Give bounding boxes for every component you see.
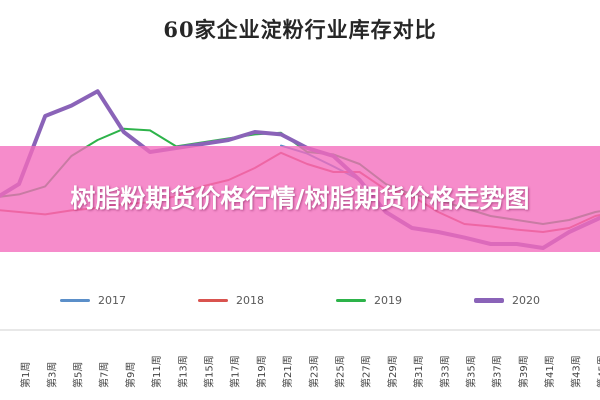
- x-tick-label: 第1周: [19, 362, 32, 388]
- x-tick-label: 第13周: [176, 355, 189, 388]
- chart-legend: 2017 2018 2019 2020: [60, 291, 540, 309]
- chart-title: 60家企业淀粉行业库存对比: [163, 17, 437, 42]
- x-tick-label: 第43周: [569, 355, 582, 388]
- legend-label: 2017: [98, 293, 126, 307]
- x-tick-label: 第5周: [72, 362, 85, 388]
- x-tick-label: 第45周: [596, 355, 600, 388]
- x-tick-label: 第33周: [438, 355, 451, 388]
- legend-swatch: [60, 298, 90, 302]
- legend-label: 2019: [374, 293, 402, 307]
- legend-item-2018: 2018: [198, 294, 264, 307]
- x-tick-label: 第11周: [150, 355, 163, 388]
- x-tick-label: 第7周: [98, 362, 111, 388]
- legend-item-2020: 2020: [474, 294, 540, 307]
- x-tick-label: 第23周: [307, 355, 320, 388]
- x-tick-label: 第3周: [45, 362, 58, 388]
- x-tick-label: 第21周: [281, 355, 294, 388]
- overlay-banner: 树脂粉期货价格行情/树脂期货价格走势图: [0, 146, 600, 252]
- x-tick-label: 第41周: [543, 355, 556, 388]
- x-tick-label: 第27周: [360, 355, 373, 388]
- x-tick-label: 第31周: [412, 355, 425, 388]
- x-tick-label: 第15周: [203, 355, 216, 388]
- legend-label: 2020: [512, 293, 540, 307]
- x-tick-label: 第35周: [465, 355, 478, 388]
- legend-swatch: [474, 297, 504, 303]
- x-tick-label: 第39周: [517, 355, 530, 388]
- x-tick-label: 第17周: [229, 355, 242, 388]
- x-tick-label: 第37周: [491, 355, 504, 388]
- legend-label: 2018: [236, 293, 264, 307]
- x-tick-label: 第19周: [255, 355, 268, 388]
- x-tick-label: 第9周: [124, 362, 137, 388]
- legend-item-2017: 2017: [60, 294, 126, 307]
- x-tick-label: 第29周: [386, 355, 399, 388]
- x-tick-label: 第25周: [334, 355, 347, 388]
- legend-swatch: [198, 298, 228, 302]
- banner-text: 树脂粉期货价格行情/树脂期货价格走势图: [70, 184, 530, 213]
- legend-item-2019: 2019: [336, 294, 402, 307]
- legend-swatch: [336, 298, 366, 302]
